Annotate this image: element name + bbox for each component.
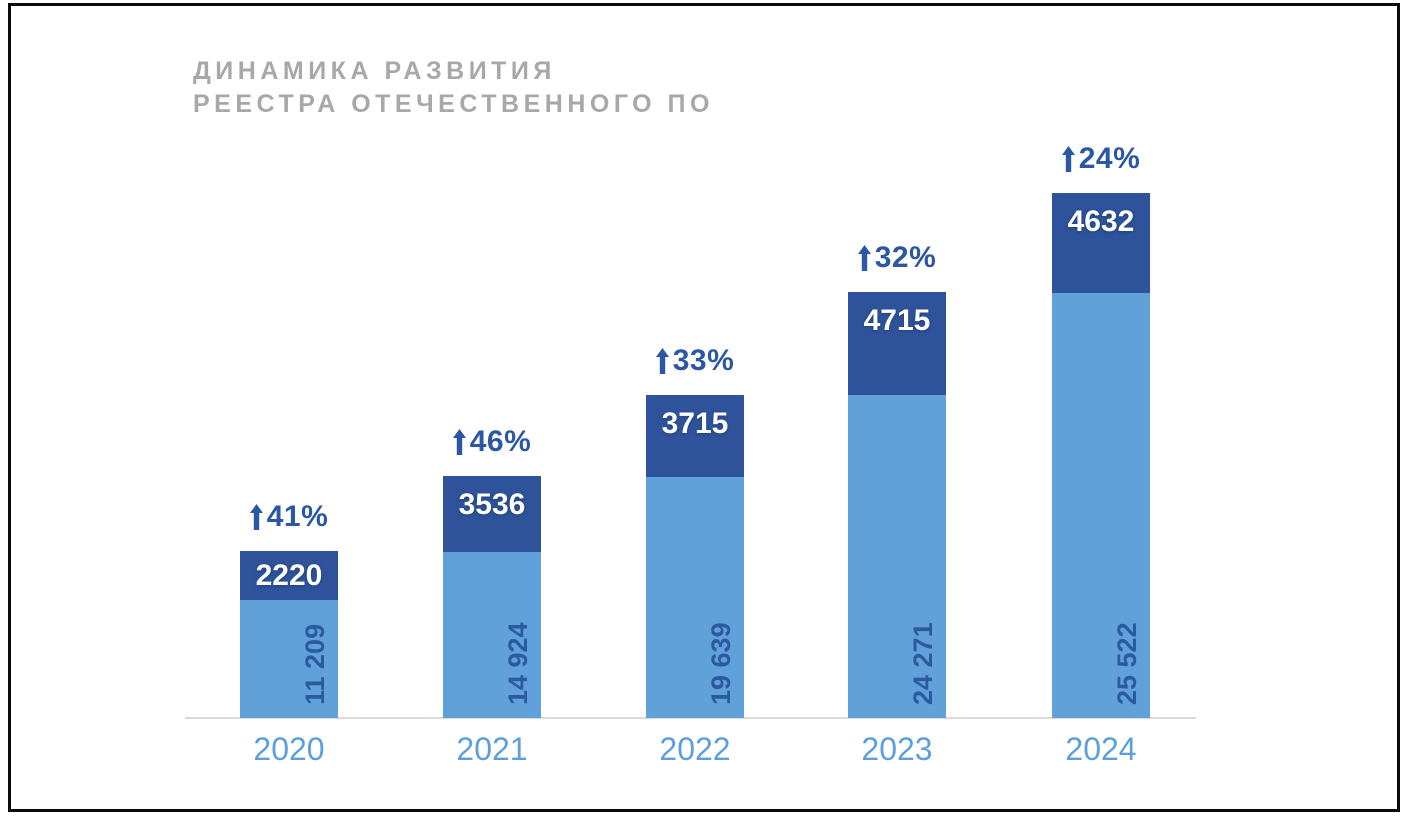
top-value-label-2020: 2220: [255, 559, 323, 592]
base-value-label-2023: 24 271: [908, 622, 938, 705]
top-value-label-2024: 4632: [1067, 205, 1135, 238]
chart-title: ДИНАМИКА РАЗВИТИЯ РЕЕСТРА ОТЕЧЕСТВЕННОГО…: [193, 55, 714, 121]
up-arrow-icon: [1061, 146, 1075, 172]
growth-annotation-2020: 41%: [240, 500, 338, 532]
x-axis-label-2021: 2021: [456, 731, 528, 767]
x-axis-label-2020: 2020: [253, 731, 325, 767]
bar-segment-top-2023: 4715: [848, 292, 946, 395]
up-arrow-icon: [655, 348, 669, 374]
up-arrow-icon: [249, 504, 263, 530]
growth-value-label: 32%: [874, 241, 937, 274]
x-axis-label-2022: 2022: [659, 731, 731, 767]
bar-segment-base-2020: 11 209: [240, 600, 338, 718]
top-value-label-2023: 4715: [863, 304, 931, 337]
bar-segment-base-2024: 25 522: [1052, 293, 1150, 718]
up-arrow-icon: [857, 245, 871, 271]
top-value-label-2021: 3536: [458, 488, 526, 521]
base-value-label-2024: 25 522: [1112, 622, 1142, 705]
top-value-label-2022: 3715: [661, 407, 729, 440]
bar-segment-base-2023: 24 271: [848, 395, 946, 718]
bar-segment-top-2024: 4632: [1052, 193, 1150, 293]
bar-segment-top-2022: 3715: [646, 395, 744, 477]
x-axis-label-2023: 2023: [861, 731, 933, 767]
bar-segment-base-2022: 19 639: [646, 477, 744, 718]
growth-annotation-2024: 24%: [1052, 142, 1150, 174]
growth-annotation-2023: 32%: [848, 241, 946, 273]
growth-value-label: 41%: [266, 500, 329, 533]
growth-value-label: 46%: [469, 425, 532, 458]
growth-annotation-2022: 33%: [646, 344, 744, 376]
x-axis-label-2024: 2024: [1065, 731, 1137, 767]
up-arrow-icon: [452, 429, 466, 455]
chart-title-line2: РЕЕСТРА ОТЕЧЕСТВЕННОГО ПО: [193, 90, 714, 118]
base-value-label-2020: 11 209: [300, 623, 330, 705]
growth-value-label: 24%: [1078, 142, 1141, 175]
chart-title-line1: ДИНАМИКА РАЗВИТИЯ: [193, 57, 556, 85]
bar-segment-top-2020: 2220: [240, 551, 338, 600]
growth-value-label: 33%: [672, 344, 735, 377]
growth-annotation-2021: 46%: [443, 425, 541, 457]
base-value-label-2022: 19 639: [706, 622, 736, 705]
base-value-label-2021: 14 924: [503, 622, 533, 705]
bar-segment-top-2021: 3536: [443, 476, 541, 552]
bar-segment-base-2021: 14 924: [443, 552, 541, 718]
x-axis-line: [185, 717, 1196, 719]
